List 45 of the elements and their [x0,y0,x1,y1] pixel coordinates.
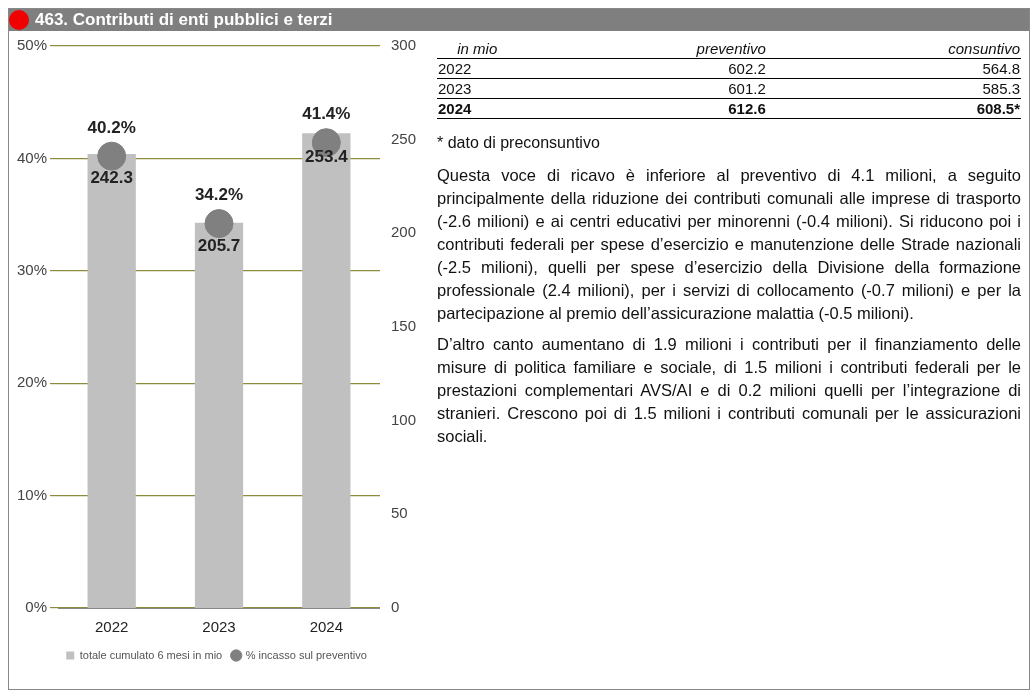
data-label: 34.2% [194,185,244,205]
y-tick-label: 0% [25,598,48,616]
data-label: 242.3 [90,167,133,187]
text: consuntivo [766,39,1021,59]
data-label: 205.7 [197,236,241,256]
y2-tick-label: 250 [390,129,416,147]
x-tick-label: 2024 [309,618,343,636]
bar [194,222,244,608]
text: Questa voce di ricavo è inferiore al preventivo di 4.1 milioni, a seguito principalmente della riduzione dei contributi comunali alle imprese di trasporto (-2.6 milioni) e ai centri educativi per minorenni (-0.4 milioni). Si riducono poi i contributi federali per spese d’esercizio e manutenzione delle Strade nazionali (-2.5 milioni), quelli per spese d’esercizio della Divisione della formazione professionale (2.4 milioni), per i servizi di collocamento (-0.7 milioni) e per la partecipazione al premio dell’assicurazione malattia (-0.5 milioni). [437,165,1021,324]
y2-tick-label: 300 [390,36,416,54]
point [97,141,127,171]
data-label: 602.2 [517,58,767,79]
y-tick-label: 10% [16,485,48,503]
y2-tick-label: 50 [390,504,408,522]
legend-label: % incasso sul preventivo [245,648,367,661]
y-tick-label: 50% [16,36,48,54]
text: preventivo [517,39,767,59]
category-label: 2023 [437,78,518,99]
bar [302,133,351,608]
bar [87,154,136,608]
point [204,209,234,239]
data-label: 564.8 [766,58,1021,79]
legend-label: totale cumulato 6 mesi in mio [79,648,223,661]
data-label: 608.5* [766,98,1021,119]
data-label: 253.4 [305,146,349,166]
data-label: 41.4% [302,104,351,124]
category-label: 2022 [437,58,518,79]
y-tick-label: 30% [16,260,48,278]
data-label: 601.2 [517,78,767,99]
y-tick-label: 40% [16,148,48,166]
y2-tick-label: 0 [390,598,400,616]
text: in mio [437,39,518,59]
data-label: 585.3 [766,78,1021,99]
data-label: 40.2% [87,117,136,137]
x-tick-label: 2022 [94,618,129,636]
data-label: 612.6 [517,98,767,119]
y-tick-label: 20% [16,373,48,391]
category-label: 2024 [437,98,518,119]
chart-title: 463. Contributi di enti pubblici e terzi [35,10,333,30]
y2-tick-label: 200 [390,223,416,241]
y2-tick-label: 150 [390,317,416,335]
y2-tick-label: 100 [390,410,416,428]
text: * dato di preconsuntivo [437,133,601,153]
text: D’altro canto aumentano di 1.9 milioni i contributi per il finanziamento delle misure di politica familiare e sociale, di 1.5 milioni i contributi federali per le prestazioni complementari AVS/AI e di 0.2 milioni quelli per l’integrazione di stranieri. Crescono poi di 1.5 milioni i contributi comunali per le assicurazioni sociali. [437,334,1021,447]
x-tick-label: 2023 [202,618,236,636]
